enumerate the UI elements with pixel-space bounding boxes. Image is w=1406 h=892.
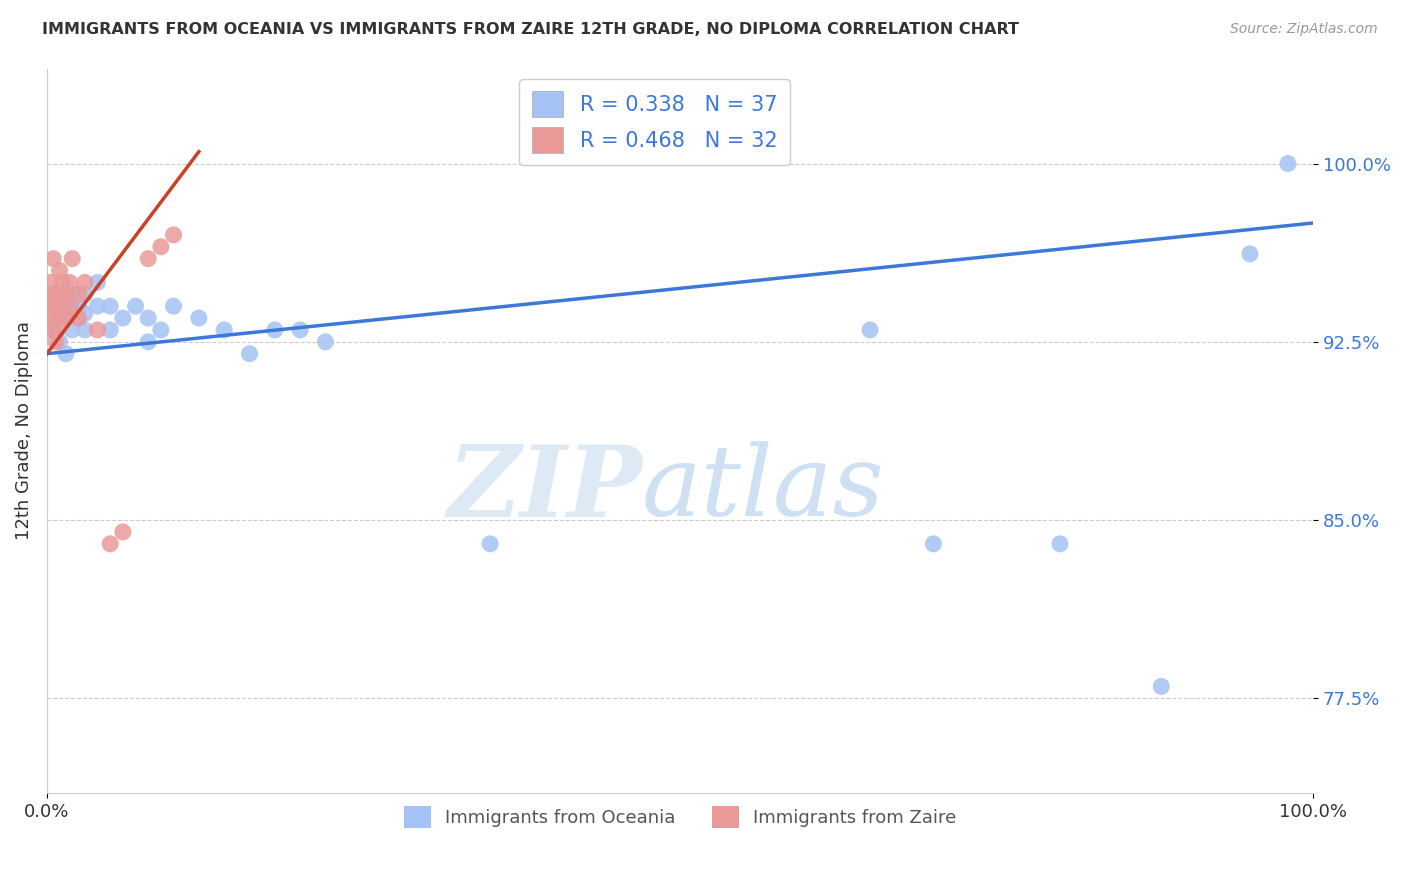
Point (315, 334, 337, 349)
Point (98, 299, 121, 313)
Point (60, 287, 83, 301)
Point (149, 240, 172, 254)
Point (859, 323, 882, 337)
Point (67, 311, 90, 326)
Point (59, 299, 82, 313)
Point (46, 287, 69, 301)
Point (124, 299, 146, 313)
Point (162, 299, 184, 313)
Point (67, 287, 90, 301)
Point (42, 299, 65, 313)
Point (187, 311, 209, 326)
Point (1239, 247, 1261, 261)
Point (45, 299, 67, 313)
Point (149, 323, 172, 337)
Point (42, 311, 65, 326)
Point (288, 323, 311, 337)
Point (73, 306, 96, 320)
Point (111, 311, 134, 326)
Point (55, 347, 77, 361)
Point (86, 323, 108, 337)
Text: IMMIGRANTS FROM OCEANIA VS IMMIGRANTS FROM ZAIRE 12TH GRADE, NO DIPLOMA CORRELAT: IMMIGRANTS FROM OCEANIA VS IMMIGRANTS FR… (42, 22, 1019, 37)
Point (86, 276, 108, 290)
Point (39, 287, 62, 301)
Point (42, 287, 65, 301)
Point (479, 537, 502, 551)
Point (136, 252, 159, 266)
Point (111, 524, 134, 539)
Point (42, 323, 65, 337)
Point (41, 323, 63, 337)
Point (48, 311, 70, 326)
Text: atlas: atlas (643, 442, 884, 537)
Point (60, 252, 83, 266)
Point (212, 323, 235, 337)
Point (51, 276, 73, 290)
Point (67, 311, 90, 326)
Point (922, 537, 945, 551)
Point (39, 299, 62, 313)
Point (60, 323, 83, 337)
Legend: Immigrants from Oceania, Immigrants from Zaire: Immigrants from Oceania, Immigrants from… (396, 798, 963, 835)
Point (38, 311, 60, 326)
Point (86, 299, 108, 313)
Point (73, 287, 96, 301)
Point (55, 287, 77, 301)
Point (1277, 156, 1299, 170)
Point (136, 311, 159, 326)
Point (48, 334, 70, 349)
Point (162, 227, 184, 242)
Text: ZIP: ZIP (447, 441, 643, 537)
Point (1150, 680, 1173, 694)
Point (98, 537, 121, 551)
Point (48, 287, 70, 301)
Point (42, 252, 65, 266)
Point (136, 334, 159, 349)
Point (73, 323, 96, 337)
Y-axis label: 12th Grade, No Diploma: 12th Grade, No Diploma (15, 321, 32, 541)
Point (73, 276, 96, 290)
Point (46, 323, 69, 337)
Point (55, 311, 77, 326)
Point (98, 323, 121, 337)
Point (238, 347, 260, 361)
Point (39, 276, 62, 290)
Point (59, 276, 82, 290)
Point (45, 334, 67, 349)
Point (55, 311, 77, 326)
Point (51, 299, 73, 313)
Point (67, 299, 90, 313)
Point (48, 263, 70, 277)
Point (60, 299, 83, 313)
Text: Source: ZipAtlas.com: Source: ZipAtlas.com (1230, 22, 1378, 37)
Point (48, 311, 70, 326)
Point (263, 323, 285, 337)
Point (41, 299, 63, 313)
Point (1049, 537, 1071, 551)
